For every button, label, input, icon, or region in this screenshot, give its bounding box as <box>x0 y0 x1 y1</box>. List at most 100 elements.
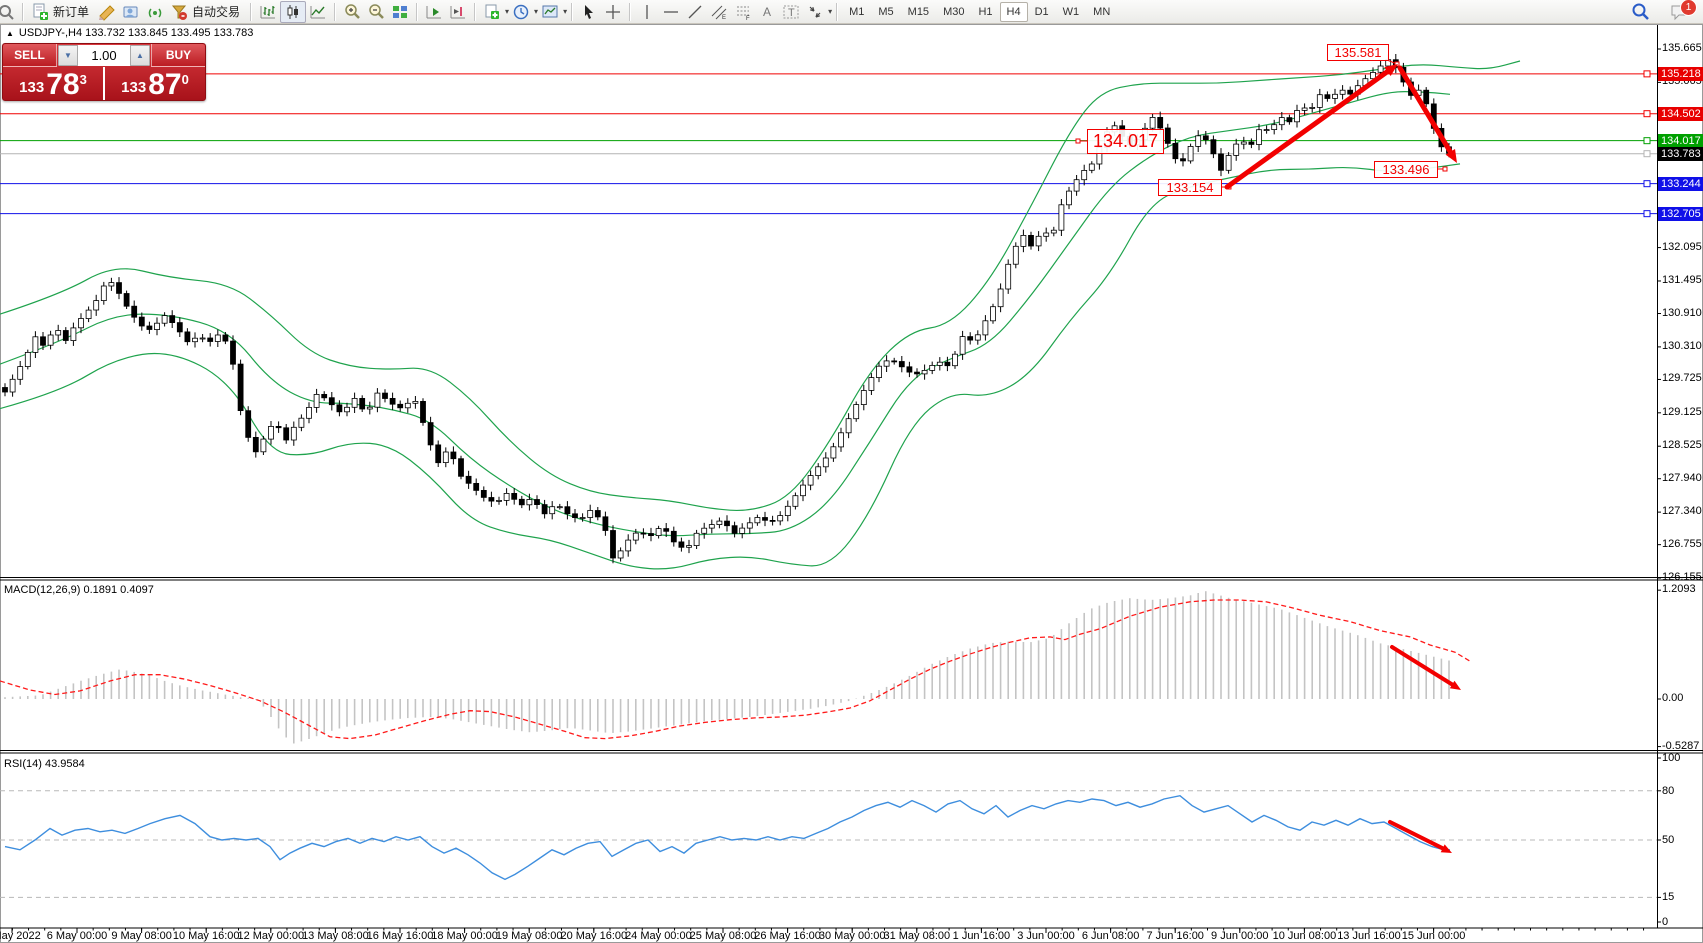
macd-indicator-label: MACD(12,26,9) 0.1891 0.4097 <box>4 584 154 596</box>
rsi-gridlines <box>0 790 1657 898</box>
crosshair-icon[interactable] <box>601 2 625 22</box>
cursor-icon[interactable] <box>577 2 601 22</box>
timeframe-button-h1[interactable]: H1 <box>978 5 993 18</box>
sell-price-prefix: 133 <box>19 79 45 96</box>
zoom-out-icon[interactable] <box>364 2 388 22</box>
svg-text:A: A <box>763 5 771 19</box>
search-icon[interactable] <box>1629 2 1653 22</box>
vertical-line-icon[interactable] <box>635 2 659 22</box>
bollinger-middle-band <box>0 90 1451 537</box>
arrows-objects-icon[interactable] <box>803 2 827 22</box>
svg-text:E: E <box>722 15 726 21</box>
notification-badge: 1 <box>1680 0 1697 16</box>
axes <box>0 25 1703 929</box>
signal-icon[interactable] <box>143 2 167 22</box>
period-dropdown-arrow[interactable]: ▾ <box>534 7 539 16</box>
volume-increase-button[interactable]: ▲ <box>130 45 150 66</box>
depth-of-market-icon[interactable] <box>119 2 143 22</box>
auto-trading-label[interactable]: 自动交易 <box>192 5 241 19</box>
new-order-label[interactable]: 新订单 <box>53 5 90 19</box>
level-line-handle <box>1643 150 1651 158</box>
sell-price-big: 78 <box>46 68 80 101</box>
level-line-handle <box>1643 180 1651 188</box>
level-line-handle <box>1643 210 1651 218</box>
text-label-icon[interactable]: T <box>779 2 803 22</box>
level-line-handle <box>1643 70 1651 78</box>
market-watch-icon[interactable] <box>0 2 18 22</box>
auto-scroll-icon[interactable] <box>422 2 446 22</box>
rsi-indicator-label: RSI(14) 43.9584 <box>4 758 85 770</box>
svg-text:F: F <box>746 16 750 21</box>
trendline-icon[interactable] <box>683 2 707 22</box>
toolbar-separator <box>22 2 24 21</box>
toolbar-separator <box>334 2 337 21</box>
annotation-label[interactable]: 135.581 <box>1327 44 1389 61</box>
annotation-label[interactable]: 134.017 <box>1087 129 1164 154</box>
buy-price-big: 87 <box>148 68 182 101</box>
timeframe-button-m15[interactable]: M15 <box>907 5 930 18</box>
crayon-icon[interactable] <box>95 2 119 22</box>
bar-chart-type-icon[interactable] <box>256 2 280 22</box>
one-click-trading-collapse-icon[interactable]: ▲ <box>6 28 14 38</box>
timeframe-button-m5[interactable]: M5 <box>878 5 894 18</box>
annotation-label[interactable]: 133.496 <box>1374 161 1438 178</box>
fibonacci-icon[interactable]: F <box>731 2 755 22</box>
rsi-line <box>4 794 1450 881</box>
text-icon[interactable]: A <box>755 2 779 22</box>
symbol-info-bar: ▲ USDJPY-,H4 133.732 133.845 133.495 133… <box>6 27 253 39</box>
timeframe-button-m30[interactable]: M30 <box>943 5 965 18</box>
horizontal-line-icon[interactable] <box>659 2 683 22</box>
timeframe-button-w1[interactable]: W1 <box>1062 5 1080 18</box>
timeframe-group: M1 M5 M15 M30 H1 H4 D1 W1 MN <box>842 1 1117 22</box>
toolbar-separator <box>571 2 574 21</box>
volume-decrease-button[interactable]: ▼ <box>58 45 78 66</box>
rsi-arrow-down[interactable] <box>1388 820 1452 853</box>
level-line-handle <box>1643 110 1651 118</box>
sell-price-sup: 3 <box>79 72 87 87</box>
auto-trading-icon[interactable] <box>167 2 191 22</box>
buy-button[interactable]: BUY <box>151 44 205 67</box>
new-chart-icon[interactable] <box>480 2 504 22</box>
bollinger-upper-band <box>0 60 1521 512</box>
line-chart-type-icon[interactable] <box>306 2 330 22</box>
timeframe-button-h4[interactable]: H4 <box>999 1 1028 22</box>
template-dropdown-arrow[interactable]: ▾ <box>563 7 568 16</box>
macd-arrow-down[interactable] <box>1390 645 1461 690</box>
one-click-trading-panel: SELL ▼ 1.00 ▲ BUY 133 78 3 133 87 0 <box>2 43 206 101</box>
buy-price[interactable]: 133 87 0 <box>105 67 205 100</box>
price-level-lines[interactable] <box>0 70 1657 218</box>
candlestick-chart-type-icon[interactable] <box>280 0 307 23</box>
volume-input[interactable]: 1.00 <box>91 48 117 63</box>
svg-text:T: T <box>788 7 795 19</box>
buy-price-prefix: 133 <box>121 79 147 96</box>
timeframe-button-m1[interactable]: M1 <box>849 5 865 18</box>
period-clock-icon[interactable] <box>509 2 533 22</box>
arrows-dropdown-arrow[interactable]: ▾ <box>828 7 833 16</box>
sell-button[interactable]: SELL <box>3 44 57 67</box>
symbol-info-text: USDJPY-,H4 133.732 133.845 133.495 133.7… <box>18 27 254 39</box>
toolbar-separator <box>629 2 632 21</box>
toolbar-separator <box>416 2 419 21</box>
timeframe-button-mn[interactable]: MN <box>1093 5 1111 18</box>
new-order-icon[interactable] <box>28 2 52 22</box>
toolbar-separator <box>836 2 839 21</box>
trend-arrow-down[interactable] <box>1397 65 1457 163</box>
template-icon[interactable] <box>538 2 562 22</box>
toolbar-separator <box>474 2 477 21</box>
notifications-icon[interactable]: 1 <box>1667 0 1697 22</box>
toolbar: 新订单 自动交易 <box>0 0 1703 24</box>
buy-price-sup: 0 <box>181 72 189 87</box>
tile-windows-icon[interactable] <box>388 2 412 22</box>
new-chart-dropdown-arrow[interactable]: ▾ <box>505 7 510 16</box>
chart-shift-icon[interactable] <box>446 2 470 22</box>
annotations[interactable] <box>1075 59 1461 853</box>
annotation-label[interactable]: 133.154 <box>1158 179 1222 196</box>
equidistant-channel-icon[interactable]: E <box>707 2 731 22</box>
macd-histogram <box>4 591 1450 744</box>
timeframe-button-d1[interactable]: D1 <box>1034 5 1049 18</box>
macd-signal-line <box>0 599 1471 740</box>
trend-arrow-up[interactable] <box>1224 64 1398 190</box>
sell-price[interactable]: 133 78 3 <box>3 67 105 100</box>
zoom-in-icon[interactable] <box>340 2 364 22</box>
